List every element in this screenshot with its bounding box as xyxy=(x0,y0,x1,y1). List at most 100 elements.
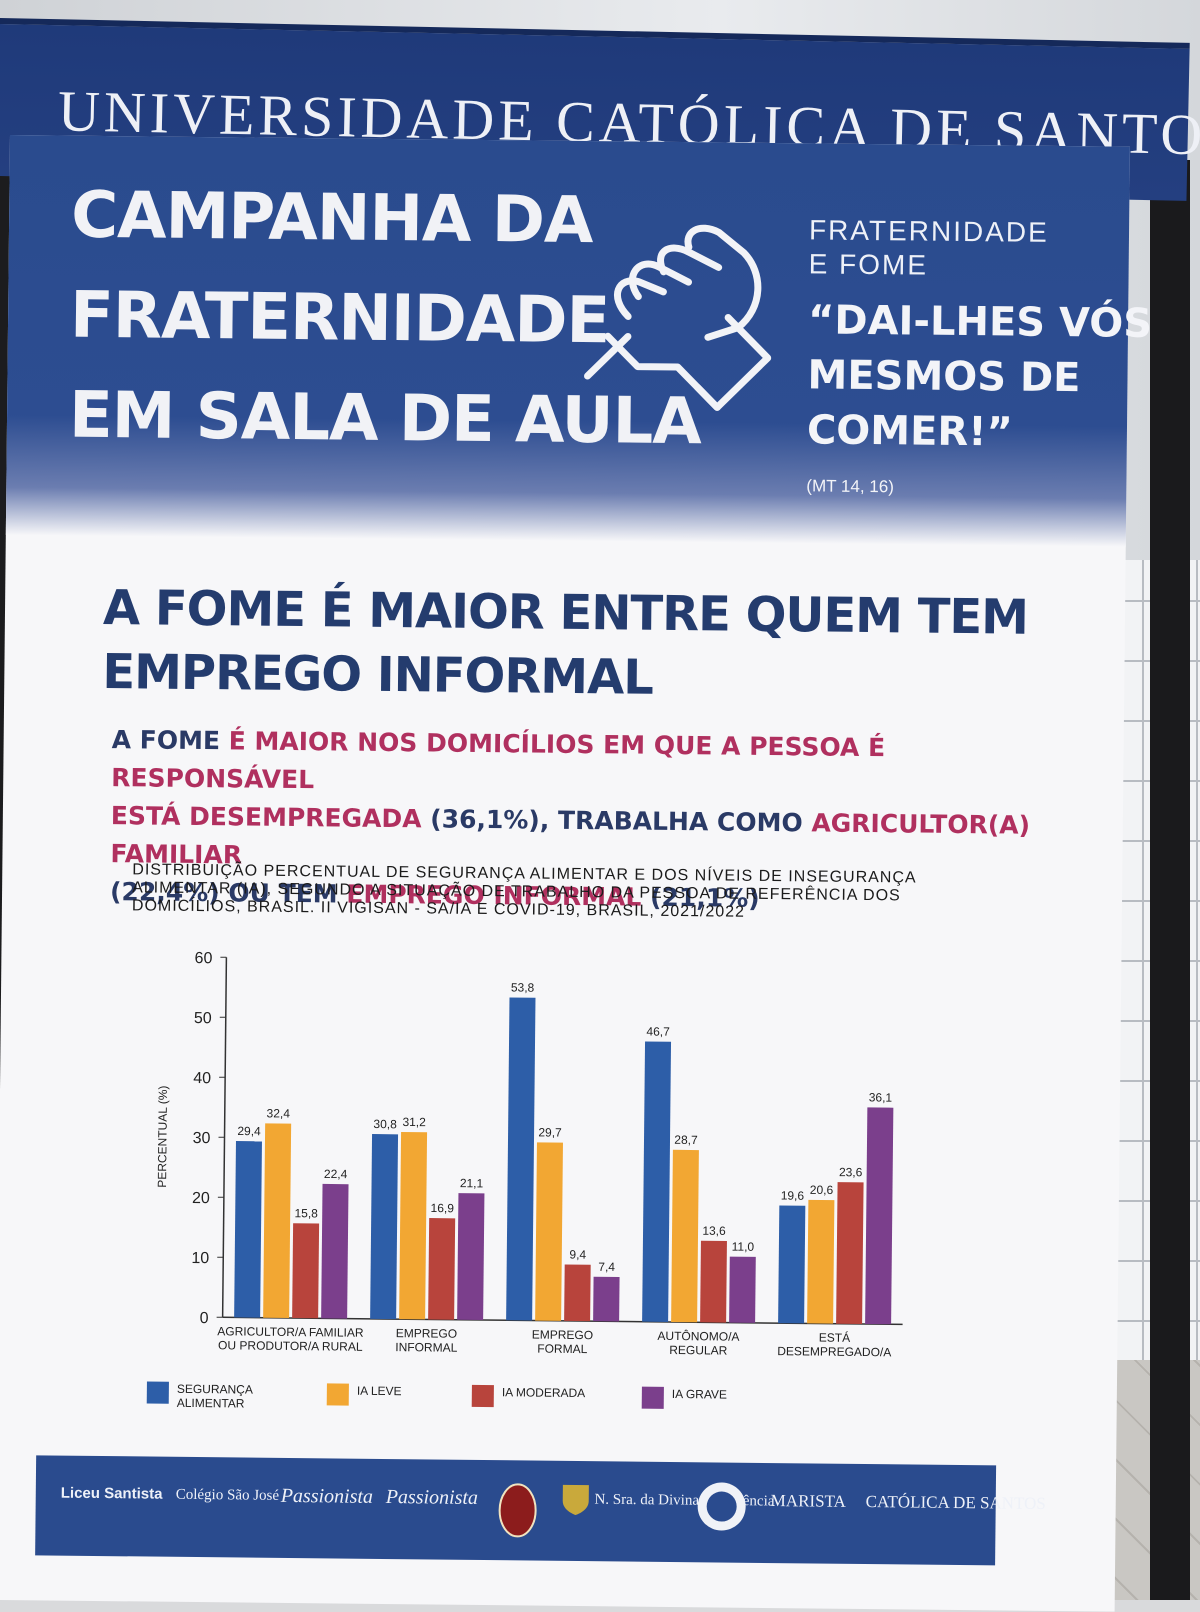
campaign-title: CAMPANHA DA FRATERNIDADE EM SALA DE AULA xyxy=(69,166,592,471)
logo-unisantos: CATÓLICA DE SANTOS xyxy=(866,1494,1046,1512)
logo-stella-maris xyxy=(695,1480,748,1537)
bar xyxy=(506,997,535,1320)
logo-liceu: Liceu Santista xyxy=(61,1486,163,1503)
x-category-label: ESTÁ xyxy=(819,1330,850,1345)
headline-line: A FOME É MAIOR ENTRE QUEM TEM xyxy=(103,576,1064,650)
campaign-title-line: FRATERNIDADE xyxy=(70,266,591,371)
bar-value-label: 23,6 xyxy=(839,1165,863,1179)
y-tick-label: 40 xyxy=(193,1070,211,1087)
x-category-label: EMPREGO xyxy=(396,1326,457,1341)
campaign-quote: “DAI-LHES VÓS MESMOS DE COMER!” (MT 14, … xyxy=(806,293,1128,516)
legend-swatch xyxy=(472,1385,494,1407)
bar-value-label: 22,4 xyxy=(324,1167,348,1181)
legend-label: SEGURANÇA xyxy=(177,1382,253,1397)
bar xyxy=(778,1206,805,1324)
y-tick-label: 50 xyxy=(194,1010,212,1027)
bar xyxy=(807,1200,834,1324)
bar xyxy=(865,1107,893,1324)
x-category-label: AGRICULTOR/A FAMILIAR xyxy=(217,1324,364,1340)
bar xyxy=(428,1218,455,1320)
poster: CAMPANHA DA FRATERNIDADE EM SALA DE AULA… xyxy=(0,135,1130,1612)
bar xyxy=(370,1134,398,1319)
bar-value-label: 36,1 xyxy=(869,1090,893,1104)
x-category-label: REGULAR xyxy=(669,1343,727,1358)
bar xyxy=(564,1264,591,1321)
bar-value-label: 46,7 xyxy=(646,1025,670,1039)
bar-value-label: 15,8 xyxy=(294,1206,318,1220)
quote-line-text: COMER!” xyxy=(807,403,1128,461)
campaign-theme: FRATERNIDADE E FOME xyxy=(809,213,1110,284)
diocese-emblem-icon xyxy=(495,1480,540,1540)
chart-caption: DISTRIBUIÇÃO PERCENTUAL DE SEGURANÇA ALI… xyxy=(132,861,983,924)
legend-label: IA GRAVE xyxy=(672,1387,727,1402)
bible-verse: (MT 14, 16) xyxy=(806,458,1127,516)
bar xyxy=(399,1132,427,1319)
bar-value-label: 16,9 xyxy=(431,1201,455,1215)
bar-value-label: 21,1 xyxy=(460,1176,484,1190)
bar-value-label: 9,4 xyxy=(569,1248,586,1262)
bar xyxy=(263,1123,291,1318)
quote-line: “DAI-LHES VÓS xyxy=(808,293,1129,351)
shield-icon xyxy=(561,1483,591,1517)
bar xyxy=(321,1184,348,1319)
bar xyxy=(535,1142,563,1320)
legend-label: IA LEVE xyxy=(357,1384,402,1398)
handshake-icon xyxy=(567,196,789,418)
legend-label: ALIMENTAR xyxy=(177,1396,245,1411)
legend-swatch xyxy=(642,1387,664,1409)
bar-value-label: 29,7 xyxy=(538,1125,562,1139)
x-category-label: FORMAL xyxy=(537,1342,587,1357)
legend-swatch xyxy=(147,1382,169,1404)
logo-sao-jose: Colégio São José xyxy=(176,1487,280,1504)
x-category-label: EMPREGO xyxy=(532,1328,593,1343)
campaign-title-line: EM SALA DE AULA xyxy=(69,366,590,471)
bar-value-label: 53,8 xyxy=(511,980,535,994)
bar xyxy=(292,1223,319,1318)
theme-line: E FOME xyxy=(809,247,1109,284)
campaign-title-line: CAMPANHA DA xyxy=(71,166,592,271)
logo-passionista-sm: Passionista xyxy=(281,1488,373,1505)
bar xyxy=(457,1193,484,1320)
y-tick-label: 10 xyxy=(191,1250,209,1267)
poster-top-band: CAMPANHA DA FRATERNIDADE EM SALA DE AULA… xyxy=(6,135,1130,547)
x-category-label: DESEMPREGADO/A xyxy=(777,1344,891,1359)
bar-value-label: 30,8 xyxy=(373,1117,397,1131)
y-tick-label: 30 xyxy=(193,1130,211,1147)
bar xyxy=(700,1241,727,1323)
quote-line: MESMOS DE xyxy=(807,348,1128,406)
bar-value-label: 11,0 xyxy=(732,1240,755,1254)
theme-line: FRATERNIDADE xyxy=(809,213,1109,250)
subtext-part: A FOME xyxy=(112,725,229,755)
logo-marista: MARISTA xyxy=(771,1493,846,1510)
bar xyxy=(729,1257,756,1323)
logo-passionista-sg: Passionista xyxy=(386,1489,478,1506)
bar xyxy=(671,1150,699,1322)
bar-value-label: 31,2 xyxy=(402,1115,426,1129)
y-tick-label: 0 xyxy=(200,1310,209,1327)
footer-logos: Liceu Santista Colégio São José Passioni… xyxy=(35,1455,996,1565)
bar-value-label: 13,6 xyxy=(702,1224,726,1238)
compass-icon xyxy=(695,1480,748,1533)
x-category-label: AUTÔNOMO/A xyxy=(657,1328,739,1344)
subtext-highlight: ESTÁ DESEMPREGADA xyxy=(111,801,422,833)
stand-frame-right xyxy=(1150,160,1190,1600)
bar-value-label: 29,4 xyxy=(237,1124,261,1138)
legend-label: IA MODERADA xyxy=(502,1385,586,1400)
bar xyxy=(234,1141,262,1318)
x-category-label: INFORMAL xyxy=(395,1340,457,1355)
y-tick-label: 20 xyxy=(192,1190,210,1207)
quote-line: COMER!” (MT 14, 16) xyxy=(806,403,1127,516)
bar xyxy=(642,1041,671,1321)
bar-value-label: 19,6 xyxy=(781,1189,805,1203)
bar-value-label: 28,7 xyxy=(674,1133,698,1147)
legend-swatch xyxy=(327,1383,349,1405)
logo-diocese xyxy=(495,1480,540,1544)
bar xyxy=(593,1277,619,1322)
bar-value-label: 32,4 xyxy=(267,1106,291,1120)
headline-line: EMPREGO INFORMAL xyxy=(102,640,1063,714)
headline: A FOME É MAIOR ENTRE QUEM TEM EMPREGO IN… xyxy=(102,576,1063,714)
bar-value-label: 7,4 xyxy=(598,1260,615,1274)
bar-value-label: 20,6 xyxy=(810,1183,834,1197)
y-tick-label: 60 xyxy=(195,950,213,967)
